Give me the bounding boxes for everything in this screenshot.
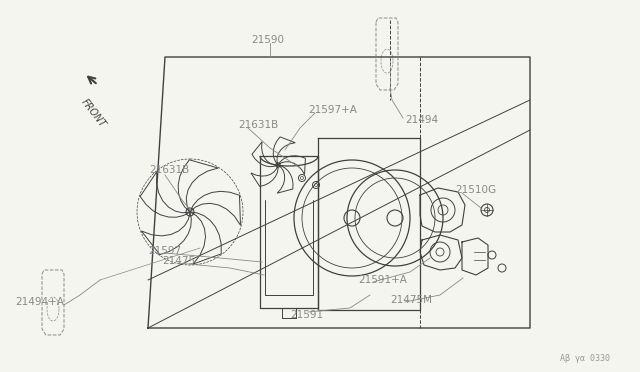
Text: 21510G: 21510G (455, 185, 496, 195)
Text: 21475: 21475 (162, 256, 195, 266)
Text: 21597+A: 21597+A (308, 105, 357, 115)
Text: 21631B: 21631B (149, 165, 189, 175)
Text: 21494: 21494 (405, 115, 438, 125)
Text: 21597: 21597 (148, 246, 181, 256)
Text: 21591: 21591 (290, 310, 323, 320)
Text: 21591+A: 21591+A (358, 275, 407, 285)
Text: 21494+A: 21494+A (15, 297, 64, 307)
Text: FRONT: FRONT (79, 97, 107, 129)
Text: Aβ γα 0330: Aβ γα 0330 (560, 354, 610, 363)
Text: 21631B: 21631B (238, 120, 278, 130)
Text: 21475M: 21475M (390, 295, 432, 305)
Text: 21590: 21590 (251, 35, 284, 45)
